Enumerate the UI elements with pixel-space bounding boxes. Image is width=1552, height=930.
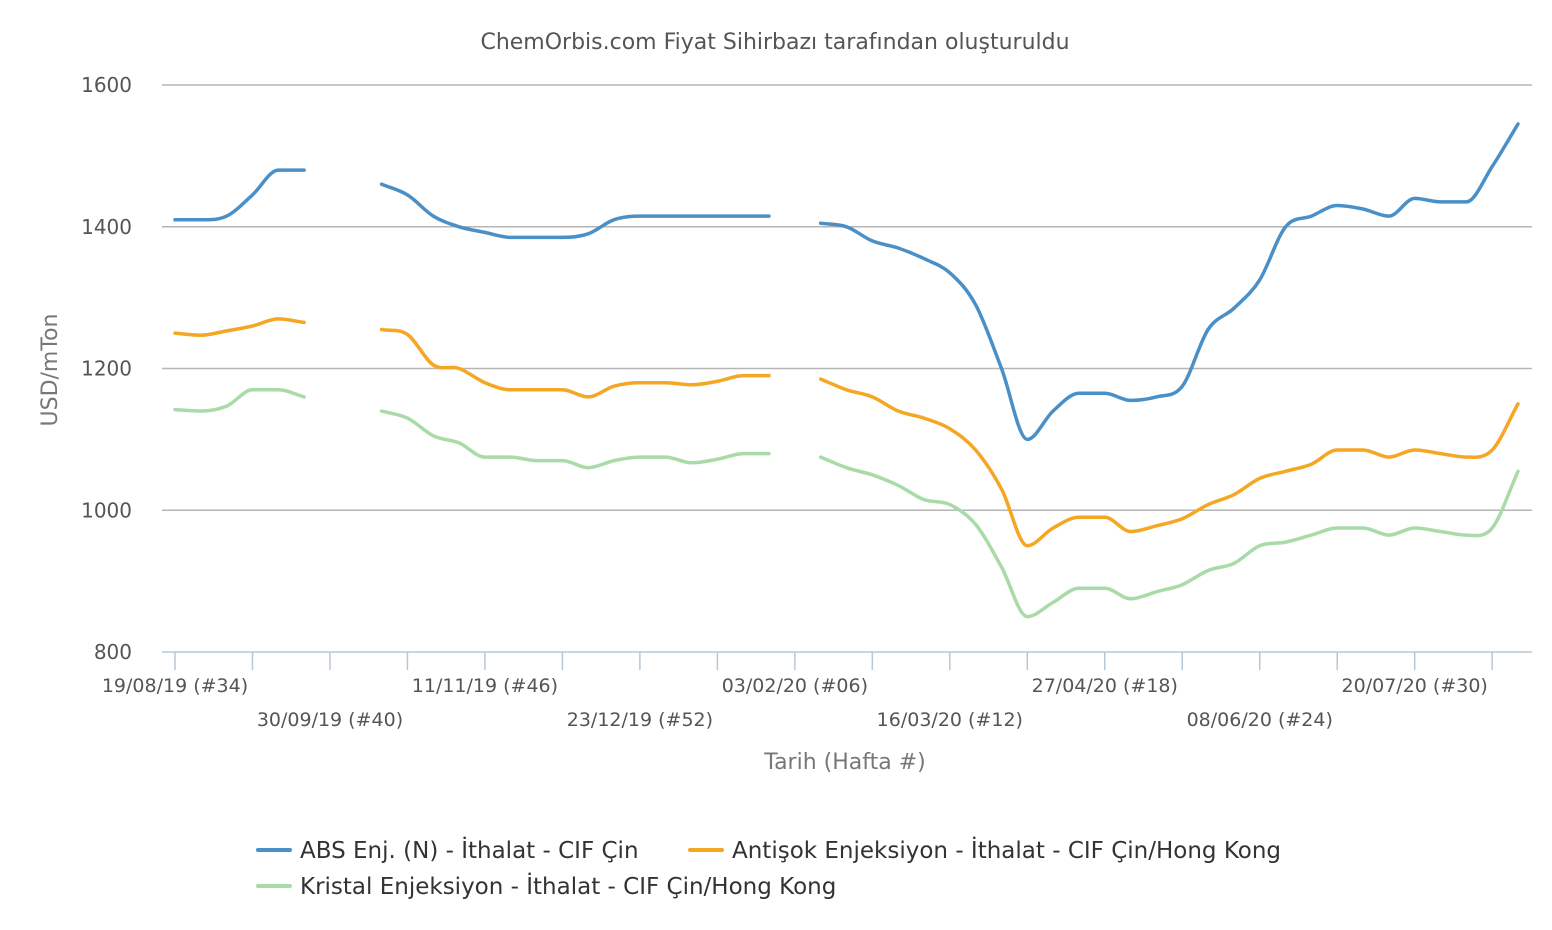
x-tick-label: 23/12/19 (#52) xyxy=(567,709,713,731)
y-axis-label: USD/mTon xyxy=(38,314,63,427)
series-line-segment xyxy=(818,455,1520,619)
legend: ABS Enj. (N) - İthalat - CIF Çin Antişok … xyxy=(256,836,1281,900)
series-line-segment xyxy=(173,317,306,337)
series-lines xyxy=(173,122,1520,619)
chart-title: ChemOrbis.com Fiyat Sihirbazı tarafından… xyxy=(480,30,1069,55)
legend-item[interactable]: ABS Enj. (N) - İthalat - CIF Çin xyxy=(256,836,639,864)
series-3 xyxy=(173,388,1520,619)
series-line-segment xyxy=(818,377,1520,548)
x-tick-label: 27/04/20 (#18) xyxy=(1032,675,1178,697)
x-tick-label: 11/11/19 (#46) xyxy=(412,675,558,697)
x-tick-label: 19/08/19 (#34) xyxy=(102,675,248,697)
y-tick-label: 1400 xyxy=(81,215,132,239)
series-line-segment xyxy=(379,327,771,399)
legend-item[interactable]: Kristal Enjeksiyon - İthalat - CIF Çin/H… xyxy=(256,872,836,900)
legend-label: ABS Enj. (N) - İthalat - CIF Çin xyxy=(300,836,639,864)
legend-label: Antişok Enjeksiyon - İthalat - CIF Çin/H… xyxy=(732,836,1281,864)
y-axis-ticks: 800 1000 1200 1400 1600 xyxy=(81,73,132,664)
y-tick-label: 1200 xyxy=(81,357,132,381)
x-tick-label: 08/06/20 (#24) xyxy=(1187,709,1333,731)
legend-label: Kristal Enjeksiyon - İthalat - CIF Çin/H… xyxy=(300,872,836,900)
series-line-segment xyxy=(818,122,1520,442)
series-1 xyxy=(173,122,1520,442)
x-tick-label: 16/03/20 (#12) xyxy=(877,709,1023,731)
x-tick-label: 20/07/20 (#30) xyxy=(1342,675,1488,697)
series-line-segment xyxy=(173,168,306,222)
x-axis-label: Tarih (Hafta #) xyxy=(763,750,925,775)
gridlines xyxy=(162,84,1532,511)
legend-item[interactable]: Antişok Enjeksiyon - İthalat - CIF Çin/H… xyxy=(688,836,1281,864)
x-tick-label: 30/09/19 (#40) xyxy=(257,709,403,731)
y-tick-label: 800 xyxy=(94,640,132,664)
y-tick-label: 1600 xyxy=(81,73,132,97)
x-axis: 19/08/19 (#34) 11/11/19 (#46) 03/02/20 (#0… xyxy=(102,651,1532,731)
series-line-segment xyxy=(173,388,306,413)
series-2 xyxy=(173,317,1520,548)
y-tick-label: 1000 xyxy=(81,498,132,522)
x-tick-label: 03/02/20 (#06) xyxy=(722,675,868,697)
series-line-segment xyxy=(379,182,771,240)
series-line-segment xyxy=(379,409,771,470)
